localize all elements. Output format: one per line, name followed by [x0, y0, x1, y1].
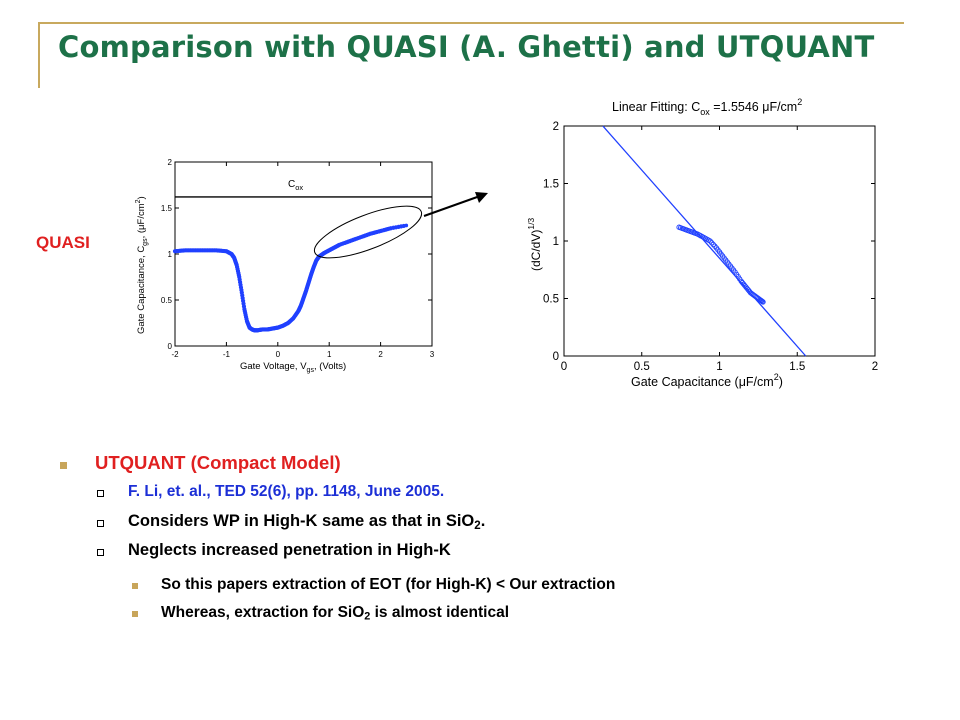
y-axis-label: Gate Capacitance, Cgs, (μF/cm2) — [135, 196, 149, 334]
y-tick-label: 2 — [168, 158, 173, 167]
plot-frame — [174, 161, 433, 347]
y-tick-label: 1.5 — [543, 179, 559, 191]
bullet-neglects: Neglects increased penetration in High-K — [128, 541, 451, 559]
subscript: 2 — [474, 519, 481, 532]
x-tick-label: 0 — [276, 350, 281, 359]
linear-fit-chart: Linear Fitting: Cox =1.5546 μF/cm2 0 0.5 1… — [526, 97, 878, 389]
fit-line — [602, 125, 807, 357]
x-tick-label: 3 — [430, 350, 435, 359]
x-tick-label: -1 — [223, 350, 231, 359]
arrow-head — [475, 192, 488, 203]
y-tick-label: 0 — [553, 351, 559, 363]
bullet-utquant: UTQUANT (Compact Model) — [95, 452, 341, 473]
bullet-marker — [132, 583, 138, 589]
y-tick-label: 1 — [168, 250, 173, 259]
y-tick-label: 2 — [553, 121, 559, 133]
y-tick-label: 0 — [168, 342, 173, 351]
y-tick-label: 0.5 — [161, 296, 173, 305]
bullet-considers-end: . — [480, 512, 486, 530]
data-point — [759, 298, 765, 305]
bullet-marker — [60, 462, 67, 469]
cv-chart: -2 -1 0 1 2 3 0 0.5 1 1.5 2 Cox Gate Voltage, Vgs,… — [135, 158, 435, 374]
x-tick-label: 2 — [872, 361, 878, 373]
x-tick-label: 2 — [378, 350, 383, 359]
x-axis-label: Gate Voltage, Vgs, (Volts) — [240, 361, 346, 374]
callout-arrow — [423, 192, 488, 217]
y-tick-label: 0.5 — [543, 294, 559, 306]
bullet-marker — [97, 490, 104, 497]
plot-frame — [563, 125, 876, 357]
x-axis-label: Gate Capacitance (μF/cm2) — [631, 372, 783, 389]
y-tick-label: 1 — [553, 236, 559, 248]
bullet-considers: Considers WP in High-K same as that in S… — [128, 512, 486, 532]
bullet-eot: So this papers extraction of EOT (for Hi… — [161, 576, 616, 593]
x-tick-label: 1 — [327, 350, 332, 359]
bullet-sio2-text: Whereas, extraction for SiO — [161, 604, 365, 621]
bullet-marker — [132, 611, 138, 617]
arrow-shaft — [423, 195, 481, 217]
x-tick-label: 1.5 — [789, 361, 805, 373]
subscript: 2 — [364, 610, 371, 623]
x-tick-label: 1 — [716, 361, 722, 373]
cox-annotation: Cox — [288, 179, 303, 192]
x-tick-label: -2 — [171, 350, 179, 359]
x-tick-label: 0 — [561, 361, 567, 373]
bullet-reference: F. Li, et. al., TED 52(6), pp. 1148, Jun… — [128, 483, 445, 500]
highlight-ellipse — [313, 205, 423, 259]
slide-title: Comparison with QUASI (A. Ghetti) and UT… — [58, 30, 875, 64]
bullet-sio2: Whereas, extraction for SiO2 is almost i… — [161, 604, 509, 622]
y-tick-label: 1.5 — [161, 204, 173, 213]
y-axis-label: (dC/dV)1/3 — [526, 218, 543, 271]
bullet-marker — [97, 549, 104, 556]
data-point — [760, 299, 766, 305]
bullet-marker — [97, 520, 104, 527]
x-tick-label: 0.5 — [634, 361, 650, 373]
quasi-label: QUASI — [36, 233, 90, 252]
bullet-sio2-end: is almost identical — [370, 604, 509, 621]
title-rule-vertical — [38, 22, 40, 88]
title-rule-horizontal — [38, 22, 904, 24]
data-point — [404, 223, 409, 228]
bullet-considers-text: Considers WP in High-K same as that in S… — [128, 512, 475, 530]
chart-title: Linear Fitting: Cox =1.5546 μF/cm2 — [612, 97, 802, 117]
